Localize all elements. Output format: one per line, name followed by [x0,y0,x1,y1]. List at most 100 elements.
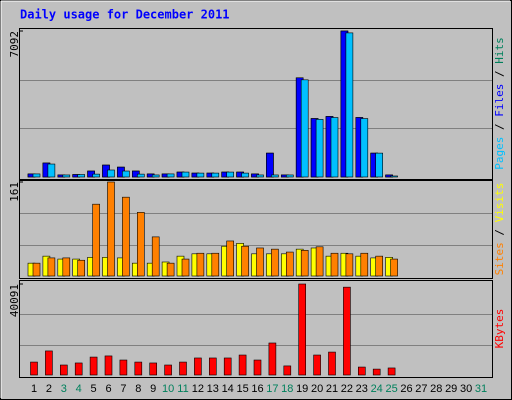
x-tick-label: 26 [400,383,412,395]
x-tick-label: 8 [135,383,141,395]
x-tick-label: 19 [296,383,308,395]
x-tick-label: 2 [46,383,52,395]
bar [390,258,398,277]
bar [268,342,277,376]
legend-entry: Files [493,84,506,117]
x-tick-label: 22 [341,383,353,395]
bar [343,286,351,376]
legend-entry: KBytes [493,309,506,349]
x-tick-label: 21 [326,383,338,395]
bar [266,152,274,178]
bar [256,174,264,178]
bar [62,257,71,277]
x-tick-label: 5 [91,383,97,395]
x-tick-label: 18 [281,383,293,395]
bar [300,79,309,178]
y-tick-label: 7092 [8,31,21,58]
bar [387,367,396,376]
bar [300,250,309,277]
bar [92,173,100,178]
bar [357,366,366,376]
bar [107,181,115,277]
x-tick-label: 14 [222,383,234,395]
bar [134,361,143,376]
x-tick-label: 15 [236,383,248,395]
bar [285,251,294,277]
bar [122,170,130,178]
x-tick-label: 1 [31,383,37,395]
x-tick-label: 13 [207,383,219,395]
legend-separator: / [493,64,506,84]
bar [360,252,369,277]
bar [32,262,41,277]
bar [122,196,130,277]
legend-entry: Sites [493,242,506,275]
bar [209,357,217,376]
bar [345,253,354,277]
legend: KBytes [493,309,506,349]
legend-entry: Visits [493,183,506,223]
bar [283,365,292,376]
bar [315,246,324,277]
legend-separator: / [493,222,506,242]
y-tick-label: 161 [8,182,21,202]
legend-entry: Hits [493,37,506,64]
bar [59,364,68,376]
bar [285,174,294,178]
bar [211,172,220,178]
bar [166,262,175,277]
bar [313,354,321,376]
bar [241,172,249,178]
bar [241,245,249,277]
bar [271,248,279,277]
bar [47,257,56,277]
x-tick-label: 10 [162,383,174,395]
bar [181,258,190,277]
x-tick-label: 31 [475,383,487,395]
bar [226,171,234,178]
bar [196,172,205,178]
bar [211,252,220,277]
legend-separator: / [493,117,506,137]
x-tick-label: 4 [76,383,82,395]
y-tick-label: 40091 [8,284,21,317]
x-tick-label: 30 [460,383,472,395]
bar [89,356,98,376]
x-tick-label: 28 [430,383,442,395]
bar [375,255,384,277]
bar [223,357,232,376]
bar [226,240,234,277]
bar [45,350,53,376]
x-tick-label: 12 [192,383,204,395]
x-tick-label: 25 [385,383,397,395]
x-tick-label: 6 [105,383,111,395]
x-tick-label: 16 [251,383,263,395]
bar [345,32,354,178]
bar [32,173,41,178]
bar [107,169,115,178]
bar [74,362,83,376]
x-tick-label: 23 [356,383,368,395]
x-tick-label: 17 [266,383,278,395]
bar [149,362,157,376]
bar [47,163,56,178]
chart-title: Daily usage for December 2011 [20,8,230,22]
bar [390,175,398,178]
bar [196,252,205,277]
x-tick-label: 29 [445,383,457,395]
bar [330,252,339,277]
bar [372,368,381,376]
bar [375,152,384,178]
legend: Pages / Files / Hits [493,37,506,170]
bar [104,355,113,376]
bar [256,247,264,277]
legend-entry: Pages [493,137,506,170]
bar [253,359,262,376]
x-tick-label: 11 [177,383,188,395]
bar [271,174,279,178]
x-tick-label: 27 [415,383,427,395]
bar [194,357,202,376]
bar [137,173,145,178]
bar [238,354,247,376]
